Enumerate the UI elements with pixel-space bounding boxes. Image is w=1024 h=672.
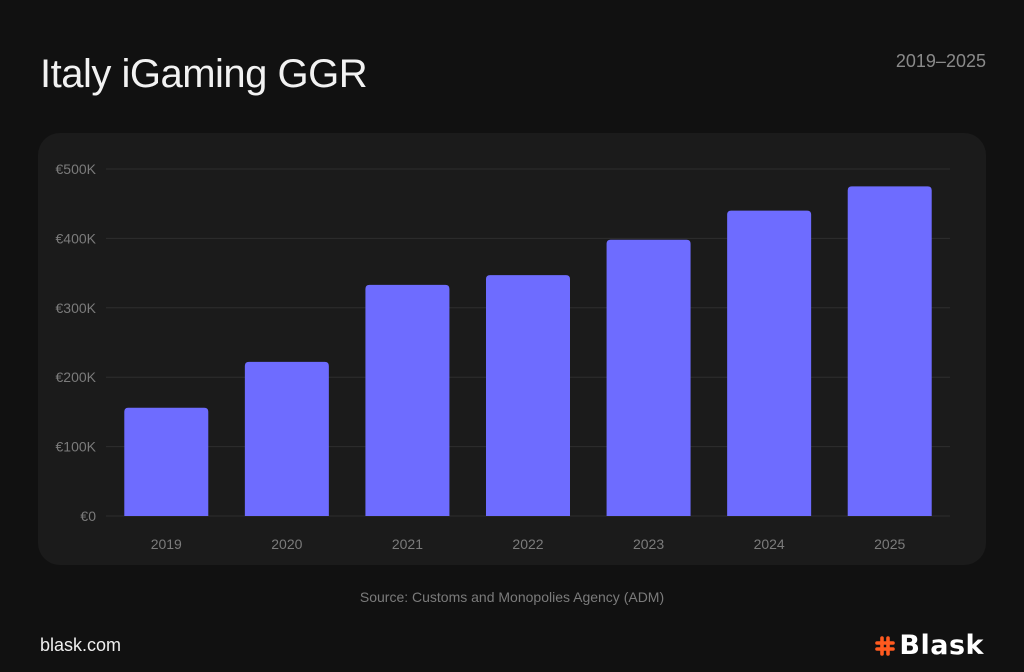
bar-2019: [124, 407, 209, 516]
bar-2022: [486, 275, 570, 516]
x-tick-label: 2020: [271, 536, 302, 552]
bar-chart: €0 €100K €200K €300K €400K €500K 2019 2020 2021…: [56, 161, 950, 552]
x-tick-label: 2022: [512, 536, 543, 552]
bar-2024: [727, 210, 812, 516]
date-range: 2019–2025: [895, 51, 986, 71]
brand-name: Blask: [899, 630, 984, 661]
y-tick-label: €100K: [56, 439, 97, 455]
x-tick-label: 2025: [874, 536, 905, 552]
bar-2020: [244, 361, 329, 516]
bars: [124, 186, 932, 516]
y-tick-label: €300K: [56, 300, 97, 316]
bar-2023: [606, 239, 691, 516]
x-tick-label: 2024: [754, 536, 785, 552]
chart-card: €0 €100K €200K €300K €400K €500K 2019 2020 2021…: [38, 133, 986, 565]
x-tick-label: 2021: [392, 536, 423, 552]
chart-title: Italy iGaming GGR: [40, 52, 368, 96]
y-tick-label: €200K: [56, 369, 97, 385]
x-axis-ticks: 2019 2020 2021 2022 2023 2024 2025: [151, 536, 906, 552]
y-tick-label: €400K: [56, 230, 97, 246]
y-axis-ticks: €0 €100K €200K €300K €400K €500K: [56, 161, 97, 524]
brand-logo: Blask: [874, 630, 984, 661]
bar-2025: [847, 186, 932, 516]
hash-icon: [875, 635, 896, 656]
source-note: Source: Customs and Monopolies Agency (A…: [359, 589, 665, 605]
y-tick-label: €500K: [56, 161, 97, 177]
x-tick-label: 2019: [151, 536, 182, 552]
y-tick-label: €0: [80, 508, 96, 524]
x-tick-label: 2023: [633, 536, 664, 552]
bar-2021: [365, 284, 450, 516]
website-link[interactable]: blask.com: [40, 635, 122, 655]
